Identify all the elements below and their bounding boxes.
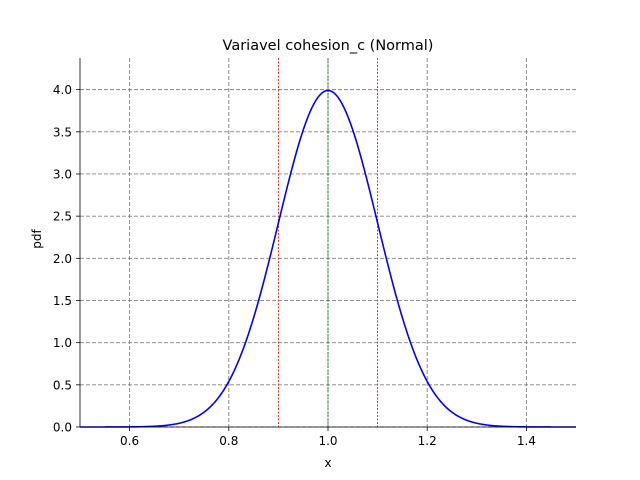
y-tick-label-5: 2.5 [53,210,72,224]
x-tick-label-3: 1.2 [418,434,437,448]
x-axis-label: x [324,456,331,470]
x-tick-label-1: 0.8 [219,434,238,448]
y-tick-label-1: 0.5 [53,378,72,392]
y-tick-label-8: 4.0 [53,83,72,97]
series-line-0 [80,89,576,428]
y-axis-label: pdf [30,229,44,249]
x-tick-label-4: 1.4 [517,434,536,448]
y-tick-label-2: 1.0 [53,336,72,350]
y-tick-label-4: 2.0 [53,252,72,266]
y-tick-label-0: 0.0 [53,421,72,435]
y-tick-label-6: 3.0 [53,167,72,181]
series-group [80,89,576,428]
x-tick-label-2: 1.0 [318,434,337,448]
ticks: 0.6 0.8 1.0 1.2 1.4 0.0 0.5 1.0 1.5 2.0 2.5 3.0 3.5 4… [53,83,536,448]
y-tick-label-3: 1.5 [53,294,72,308]
reference-lines [277,58,379,427]
chart-title: Variavel cohesion_c (Normal) [223,38,434,54]
x-tick-label-0: 0.6 [120,434,139,448]
y-tick-label-7: 3.5 [53,125,72,139]
